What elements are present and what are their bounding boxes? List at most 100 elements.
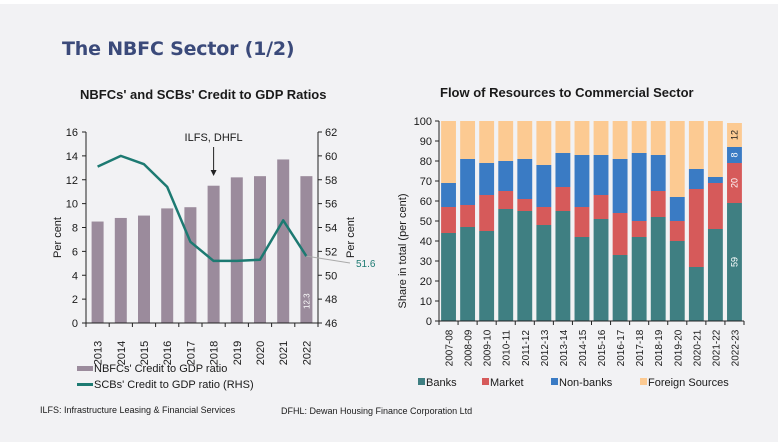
- legend-scb-swatch: [77, 383, 93, 386]
- banks-segment: [555, 211, 571, 321]
- non-banks-segment: [498, 161, 514, 191]
- left-y-axis-title: Per cent: [52, 217, 64, 258]
- left-y-tick-label: 4: [72, 270, 78, 282]
- x-tick-label: 2018: [209, 341, 221, 365]
- scb-2022-data-label: 51.6: [356, 259, 376, 270]
- x-tick-label: 2016: [162, 341, 174, 365]
- left-y-tick-label: 8: [72, 223, 78, 235]
- market-segment: [593, 195, 609, 219]
- foreign-sources-segment: [688, 121, 704, 169]
- foreign-sources-segment: [479, 121, 495, 163]
- y-tick-label: 80: [420, 156, 432, 168]
- foreign-sources-segment: [650, 121, 666, 155]
- banks-segment: [631, 237, 647, 321]
- x-tick-label: 2011-12: [521, 330, 532, 366]
- nbfc-credit-bar: [114, 217, 127, 323]
- foreign-sources-segment: [612, 121, 628, 159]
- market-segment: [460, 205, 476, 227]
- x-tick-label: 2022-23: [730, 329, 741, 366]
- legend-nbfc-swatch: [77, 366, 93, 371]
- nbfc-2022-data-label: 12.3: [302, 293, 311, 309]
- left-y-tick-label: 10: [66, 199, 78, 211]
- banks-segment: [650, 217, 666, 321]
- x-tick-label: 2010-11: [502, 330, 513, 366]
- banks-2022-23-data-label: 59: [729, 257, 739, 267]
- market-segment: [536, 207, 552, 225]
- foreign-sources-segment: [555, 121, 571, 153]
- y-tick-label: 70: [420, 176, 432, 188]
- x-tick-label: 2019-20: [673, 329, 684, 366]
- market-segment: [612, 213, 628, 255]
- banks-segment: [612, 255, 628, 321]
- foreign-sources-segment: [631, 121, 647, 153]
- legend-market-label: Market: [490, 377, 524, 389]
- y-tick-label: 50: [420, 216, 432, 228]
- market-segment: [631, 221, 647, 237]
- credit-gdp-chart-title: NBFCs' and SCBs' Credit to GDP Ratios: [80, 87, 327, 102]
- right-y-axis-title: Per cent: [345, 217, 357, 258]
- nbfc-credit-bar: [300, 176, 313, 323]
- foreign-sources-segment: [707, 121, 723, 177]
- x-tick-label: 2018-19: [654, 329, 665, 366]
- left-y-tick-label: 14: [66, 151, 78, 163]
- non-banks-segment: [650, 155, 666, 191]
- x-tick-label: 2012-13: [540, 329, 551, 366]
- y-tick-label: 0: [426, 316, 432, 328]
- banks-segment: [536, 225, 552, 321]
- y-tick-label: 30: [420, 256, 432, 268]
- non-banks-segment: [688, 169, 704, 189]
- legend-foreign-sources-label: Foreign Sources: [648, 377, 729, 389]
- non-banks-segment: [555, 153, 571, 187]
- callout-leader-line: [306, 255, 351, 264]
- foreign-sources-segment: [517, 121, 533, 159]
- nbfc-credit-bar: [230, 177, 243, 323]
- x-tick-label: 2009-10: [483, 329, 494, 366]
- legend-foreign-sources-swatch: [640, 378, 647, 385]
- foreign-sources-2022-23-data-label: 12: [729, 130, 739, 140]
- foreign-sources-segment: [593, 121, 609, 155]
- legend-market-swatch: [482, 378, 489, 385]
- x-tick-label: 2019: [232, 341, 244, 365]
- x-tick-label: 2017-18: [635, 329, 646, 366]
- non-banks-2022-23-data-label: 8: [729, 152, 739, 157]
- left-y-tick-label: 2: [72, 294, 78, 306]
- scb-credit-line: [97, 154, 308, 263]
- non-banks-segment: [441, 183, 456, 207]
- slide-background: [0, 4, 778, 442]
- x-tick-label: 2008-09: [464, 329, 475, 366]
- x-tick-label: 2007-08: [445, 329, 456, 366]
- market-segment: [688, 189, 704, 267]
- non-banks-segment: [669, 197, 685, 221]
- nbfc-credit-bar: [277, 159, 290, 323]
- x-tick-label: 2015: [139, 341, 151, 365]
- nbfc-credit-bar: [254, 176, 266, 323]
- non-banks-segment: [593, 155, 609, 195]
- right-y-tick-label: 52: [325, 246, 337, 258]
- banks-segment: [669, 241, 685, 321]
- nbfc-credit-bar: [138, 215, 150, 323]
- x-tick-label: 2021: [278, 341, 290, 365]
- right-y-tick-label: 50: [325, 270, 337, 282]
- non-banks-segment: [536, 165, 552, 207]
- non-banks-segment: [574, 155, 590, 207]
- right-y-tick-label: 60: [325, 151, 337, 163]
- legend-scb-label: SCBs' Credit to GDP ratio (RHS): [94, 379, 254, 391]
- nbfc-credit-bar: [207, 185, 220, 323]
- x-tick-label: 2021-22: [711, 329, 722, 366]
- right-y-tick-label: 54: [325, 223, 337, 235]
- nbfc-credit-bar: [91, 221, 104, 323]
- non-banks-segment: [707, 177, 723, 183]
- banks-segment: [460, 227, 476, 321]
- y-tick-label: 100: [414, 116, 432, 128]
- footnote-ilfs: ILFS: Infrastructure Leasing & Financial…: [40, 405, 236, 415]
- left-y-tick-label: 6: [72, 246, 78, 258]
- market-segment: [517, 199, 533, 211]
- right-y-tick-label: 46: [325, 318, 337, 330]
- market-segment: [650, 191, 666, 217]
- non-banks-segment: [727, 147, 742, 163]
- banks-segment: [517, 211, 533, 321]
- banks-segment: [479, 231, 495, 321]
- foreign-sources-segment: [669, 121, 685, 197]
